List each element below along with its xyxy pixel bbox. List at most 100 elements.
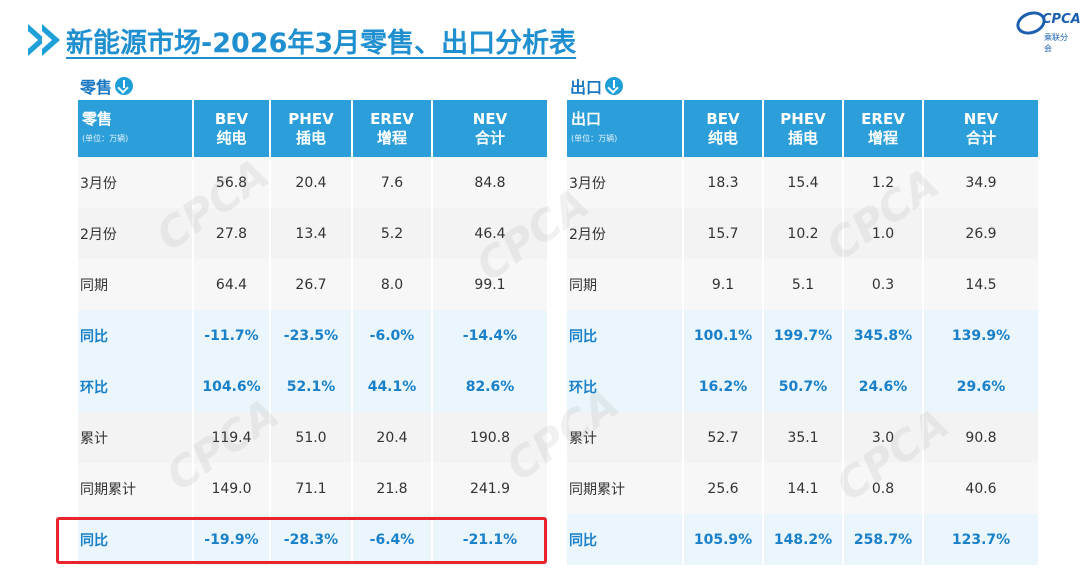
- retail-cell: 26.7: [270, 259, 353, 310]
- export-cell: 35.1: [763, 412, 844, 463]
- retail-cell: 13.4: [270, 208, 353, 259]
- export-cell: 14.5: [923, 259, 1040, 310]
- retail-col-nev: NEV 合计: [432, 100, 549, 157]
- retail-cell: 46.4: [432, 208, 549, 259]
- retail-cell: 241.9: [432, 463, 549, 514]
- retail-cell: 44.1%: [352, 361, 433, 412]
- retail-cell: -14.4%: [432, 310, 549, 361]
- export-cell: 24.6%: [843, 361, 924, 412]
- export-col-nev: NEV 合计: [923, 100, 1040, 157]
- retail-table-row: 同期累计 149.0 71.1 21.8 241.9: [78, 463, 549, 514]
- retail-cell: 64.4: [193, 259, 271, 310]
- retail-row-label: 同期: [78, 259, 194, 310]
- export-row-label: 3月份: [567, 157, 684, 208]
- export-cell: 50.7%: [763, 361, 844, 412]
- export-cell: 15.4: [763, 157, 844, 208]
- export-cell: 0.8: [843, 463, 924, 514]
- retail-table: 零售 (单位：万辆) BEV 纯电 PHEV 插电 EREV 增程 NEV 合计 3月份…: [78, 100, 549, 565]
- retail-cell: -11.7%: [193, 310, 271, 361]
- arrow-down-circle-icon: [605, 77, 624, 95]
- retail-row-label: 3月份: [78, 157, 194, 208]
- retail-table-row: 累计 119.4 51.0 20.4 190.8: [78, 412, 549, 463]
- export-cell: 15.7: [683, 208, 764, 259]
- export-row-label: 同期: [567, 259, 684, 310]
- export-cell: 1.2: [843, 157, 924, 208]
- export-cell: 25.6: [683, 463, 764, 514]
- export-cell: 10.2: [763, 208, 844, 259]
- export-cell: 14.1: [763, 463, 844, 514]
- retail-row-label: 环比: [78, 361, 194, 412]
- export-cell: 9.1: [683, 259, 764, 310]
- export-cell: 5.1: [763, 259, 844, 310]
- export-cell: 199.7%: [763, 310, 844, 361]
- retail-cell: 27.8: [193, 208, 271, 259]
- retail-cell: -6.4%: [352, 514, 433, 565]
- export-cell: 3.0: [843, 412, 924, 463]
- export-cell: 0.3: [843, 259, 924, 310]
- retail-cell: 8.0: [352, 259, 433, 310]
- retail-row-label: 同期累计: [78, 463, 194, 514]
- export-table-row: 环比 16.2% 50.7% 24.6% 29.6%: [567, 361, 1040, 412]
- export-row-label: 2月份: [567, 208, 684, 259]
- retail-cell: 21.8: [352, 463, 433, 514]
- retail-cell: 71.1: [270, 463, 353, 514]
- retail-row-label: 同比: [78, 310, 194, 361]
- arrow-down-circle-icon: [115, 77, 134, 95]
- retail-row-label: 同比: [78, 514, 194, 565]
- export-table: 出口 (单位：万辆) BEV 纯电 PHEV 插电 EREV 增程 NEV 合计 3月份…: [567, 100, 1040, 565]
- export-row-label: 累计: [567, 412, 684, 463]
- export-cell: 100.1%: [683, 310, 764, 361]
- retail-table-row: 同比 -11.7% -23.5% -6.0% -14.4%: [78, 310, 549, 361]
- retail-section-heading: 零售: [80, 74, 134, 98]
- export-cell: 16.2%: [683, 361, 764, 412]
- export-cell: 34.9: [923, 157, 1040, 208]
- retail-cell: 190.8: [432, 412, 549, 463]
- export-col-phev: PHEV 插电: [763, 100, 844, 157]
- double-chevron-icon: [28, 24, 60, 56]
- export-cell: 139.9%: [923, 310, 1040, 361]
- logo-text: CPCA: [1042, 12, 1080, 27]
- export-col-erev: EREV 增程: [843, 100, 924, 157]
- retail-cell: 119.4: [193, 412, 271, 463]
- retail-table-row: 同期 64.4 26.7 8.0 99.1: [78, 259, 549, 310]
- export-table-row: 同比 105.9% 148.2% 258.7% 123.7%: [567, 514, 1040, 565]
- retail-cell: -19.9%: [193, 514, 271, 565]
- retail-cell: 104.6%: [193, 361, 271, 412]
- export-cell: 52.7: [683, 412, 764, 463]
- export-row-label: 环比: [567, 361, 684, 412]
- retail-col-phev: PHEV 插电: [270, 100, 353, 157]
- export-cell: 40.6: [923, 463, 1040, 514]
- export-header-row: 出口 (单位：万辆) BEV 纯电 PHEV 插电 EREV 增程 NEV 合计: [567, 100, 1040, 157]
- export-cell: 345.8%: [843, 310, 924, 361]
- retail-cell: -21.1%: [432, 514, 549, 565]
- export-col-bev: BEV 纯电: [683, 100, 764, 157]
- export-cell: 258.7%: [843, 514, 924, 565]
- cpca-logo: CPCA 乘联分会: [1013, 7, 1080, 53]
- export-section-heading: 出口: [570, 74, 624, 98]
- retail-cell: -23.5%: [270, 310, 353, 361]
- export-section-label: 出口: [570, 78, 603, 97]
- export-cell: 29.6%: [923, 361, 1040, 412]
- retail-cell: -28.3%: [270, 514, 353, 565]
- export-table-row: 同期 9.1 5.1 0.3 14.5: [567, 259, 1040, 310]
- retail-table-row: 同比 -19.9% -28.3% -6.4% -21.1%: [78, 514, 549, 565]
- export-row-label: 同比: [567, 310, 684, 361]
- retail-section-label: 零售: [80, 78, 113, 97]
- retail-cell: 51.0: [270, 412, 353, 463]
- export-table-row: 累计 52.7 35.1 3.0 90.8: [567, 412, 1040, 463]
- retail-table-row: 3月份 56.8 20.4 7.6 84.8: [78, 157, 549, 208]
- retail-cell: 99.1: [432, 259, 549, 310]
- retail-cell: 52.1%: [270, 361, 353, 412]
- export-cell: 90.8: [923, 412, 1040, 463]
- retail-header-row: 零售 (单位：万辆) BEV 纯电 PHEV 插电 EREV 增程 NEV 合计: [78, 100, 549, 157]
- export-cell: 123.7%: [923, 514, 1040, 565]
- retail-table-row: 2月份 27.8 13.4 5.2 46.4: [78, 208, 549, 259]
- retail-cell: 5.2: [352, 208, 433, 259]
- export-cell: 105.9%: [683, 514, 764, 565]
- export-row-label: 同比: [567, 514, 684, 565]
- retail-table-row: 环比 104.6% 52.1% 44.1% 82.6%: [78, 361, 549, 412]
- retail-col-erev: EREV 增程: [352, 100, 433, 157]
- export-corner-title: 出口: [571, 109, 602, 128]
- retail-cell: 20.4: [352, 412, 433, 463]
- retail-cell: 84.8: [432, 157, 549, 208]
